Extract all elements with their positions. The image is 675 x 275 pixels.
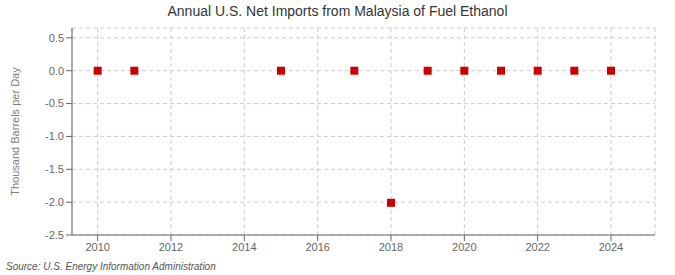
svg-text:2014: 2014 <box>232 241 256 253</box>
svg-text:2016: 2016 <box>305 241 329 253</box>
svg-text:2012: 2012 <box>159 241 183 253</box>
svg-text:-0.5: -0.5 <box>45 97 64 109</box>
svg-text:2024: 2024 <box>599 241 623 253</box>
svg-text:-1.5: -1.5 <box>45 163 64 175</box>
svg-text:0.5: 0.5 <box>49 32 64 44</box>
svg-text:2022: 2022 <box>525 241 549 253</box>
html-text:Source: U.S. Energy Informatio: Source: U.S. Energy Information Administ… <box>6 261 216 272</box>
svg-text:-2.0: -2.0 <box>45 196 64 208</box>
svg-text:0.0: 0.0 <box>49 65 64 77</box>
svg-text:-1.0: -1.0 <box>45 130 64 142</box>
html-text:Annual U.S. Net Imports from M: Annual U.S. Net Imports from Malaysia of… <box>167 3 508 19</box>
svg-text:2018: 2018 <box>379 241 403 253</box>
svg-text:2010: 2010 <box>85 241 109 253</box>
svg-text:2020: 2020 <box>452 241 476 253</box>
svg-text:Thousand Barrels per Day: Thousand Barrels per Day <box>9 67 21 196</box>
svg-text:-2.5: -2.5 <box>45 229 64 241</box>
